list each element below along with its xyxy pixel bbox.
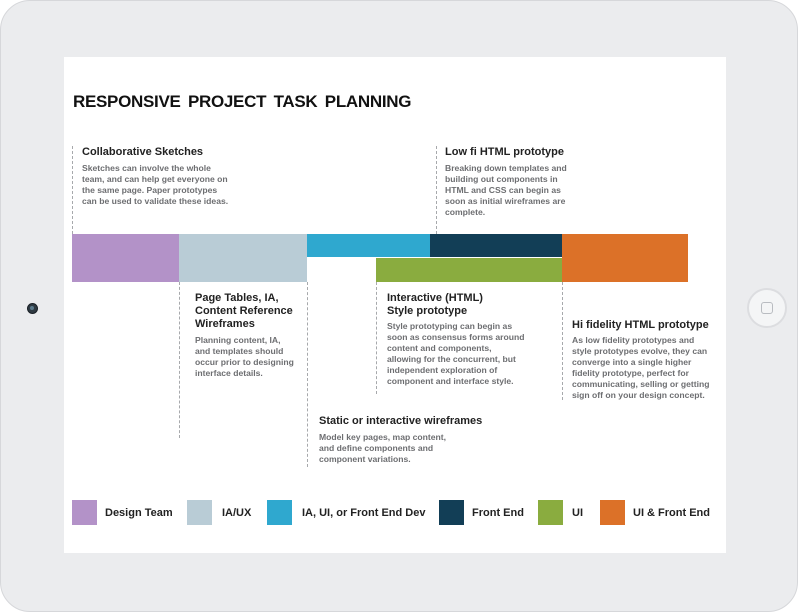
bar-ui-front-end [562, 234, 688, 282]
legend-label-ia-ux: IA/UX [222, 507, 252, 519]
bar-design-team [72, 234, 179, 282]
legend-swatch-design-team [72, 500, 97, 525]
legend-label-ia-ui-fed: IA, UI, or Front End Dev [302, 507, 426, 519]
bar-front-end [430, 234, 562, 257]
bar-ui [376, 258, 562, 282]
legend-label-ui-front-end: UI & Front End [633, 507, 710, 519]
low-fi-desc: Breaking down templates and building out… [445, 163, 567, 217]
guide-line-interactive [376, 282, 377, 394]
guide-line-sketches [72, 146, 73, 234]
home-square-icon [761, 302, 773, 314]
low-fi-title: Low fi HTML prototype [445, 146, 564, 158]
legend-swatch-ia-ui-fed [267, 500, 292, 525]
guide-line-page-tables [179, 282, 180, 438]
guide-line-hi-fi [562, 282, 563, 400]
interactive-desc: Style prototyping can begin as soon as c… [387, 321, 525, 386]
page-title: RESPONSIVE PROJECT TASK PLANNING [73, 92, 412, 111]
static-wireframes-title: Static or interactive wireframes [319, 415, 483, 427]
collaborative-sketches-title: Collaborative Sketches [82, 146, 204, 158]
guide-line-wireframes [307, 282, 308, 467]
legend-swatch-ui [538, 500, 563, 525]
legend-swatch-ui-front-end [600, 500, 625, 525]
legend-swatch-front-end [439, 500, 464, 525]
camera-icon [27, 303, 38, 314]
collaborative-sketches-desc: Sketches can involve the whole team, and… [82, 163, 229, 206]
legend-swatch-ia-ux [187, 500, 212, 525]
page-tables-title: Page Tables, IA, Content Reference Wiref… [195, 292, 293, 330]
hi-fi-desc: As low fidelity prototypes and style pro… [572, 335, 710, 400]
guide-line-low-fi [436, 146, 437, 234]
interactive-title: Interactive (HTML) Style prototype [387, 292, 483, 317]
legend-label-design-team: Design Team [105, 507, 173, 519]
home-button[interactable] [747, 288, 787, 328]
page-tables-desc: Planning content, IA, and templates shou… [195, 335, 294, 378]
static-wireframes-desc: Model key pages, map content, and define… [319, 432, 447, 464]
screen [64, 57, 726, 553]
hi-fi-title: Hi fidelity HTML prototype [572, 319, 709, 331]
legend-label-ui: UI [572, 507, 583, 519]
bar-ia-ui-fed [307, 234, 430, 257]
legend-label-front-end: Front End [472, 507, 524, 519]
bar-ia-ux [179, 234, 307, 282]
